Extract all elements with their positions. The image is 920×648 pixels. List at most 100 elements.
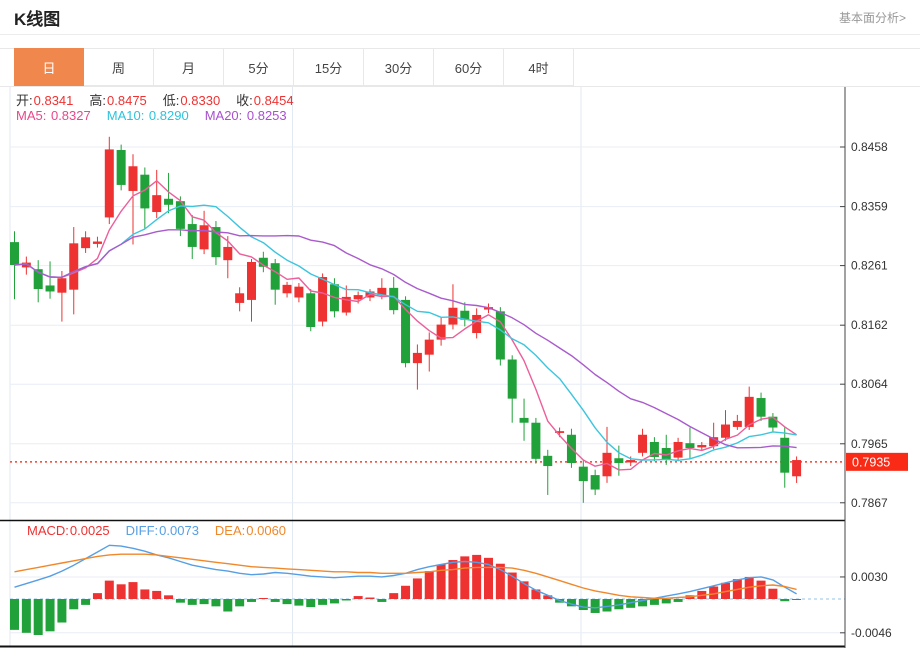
- candle-body: [495, 311, 505, 360]
- candle-body: [282, 284, 292, 294]
- candle-body: [294, 286, 304, 298]
- macd-hist-bar: [21, 599, 31, 633]
- legend-item: 开:0.8341: [16, 93, 74, 108]
- macd-hist-bar: [472, 554, 482, 599]
- candle-body: [152, 195, 162, 213]
- legend-item: MA5: 0.8327: [16, 108, 91, 123]
- candle-body: [199, 225, 209, 250]
- macd-hist-bar: [175, 599, 185, 603]
- legend-item: 高:0.8475: [89, 93, 147, 108]
- candle-body: [626, 460, 636, 463]
- candle-body: [780, 437, 790, 473]
- macd-hist-bar: [152, 590, 162, 599]
- macd-hist-bar: [566, 599, 576, 607]
- candle-body: [401, 299, 411, 364]
- macd-hist-bar: [780, 599, 790, 602]
- candle-body: [448, 307, 458, 325]
- macd-hist-bar: [211, 599, 221, 607]
- legend-item: DIFF:0.0073: [125, 523, 199, 538]
- macd-hist-bar: [10, 599, 19, 630]
- candle-body: [555, 431, 565, 433]
- candle-body: [235, 293, 245, 303]
- macd-hist-bar: [792, 599, 802, 600]
- fundamental-analysis-link[interactable]: 基本面分析>: [838, 10, 906, 25]
- macd-hist-bar: [756, 580, 766, 599]
- candle-body: [270, 263, 280, 290]
- tab-4时[interactable]: 4时: [504, 48, 574, 86]
- y-axis-label: 0.7965: [851, 437, 888, 451]
- legend-item: 收:0.8454: [236, 93, 294, 108]
- macd-hist-bar: [116, 584, 126, 599]
- candle-body: [140, 174, 150, 209]
- kline-chart[interactable]: 0.8458 0.8359 0.8261 0.8162 0.8064 0.7965 0.78…: [0, 87, 920, 648]
- ma-legend: MA5: 0.8327 MA10: 0.8290 MA20: 0.8253: [16, 108, 287, 123]
- last-price-badge: [846, 452, 908, 471]
- macd-hist-bar: [768, 588, 778, 599]
- candle-body: [341, 296, 351, 313]
- macd-hist-bar: [258, 598, 268, 599]
- candle-body: [649, 441, 659, 458]
- candle-body: [638, 434, 648, 453]
- macd-hist-bar: [45, 599, 55, 632]
- tab-日[interactable]: 日: [14, 48, 84, 86]
- macd-hist-bar: [247, 599, 256, 602]
- candle-body: [247, 261, 256, 300]
- candle-body: [673, 441, 683, 458]
- candle-body: [792, 460, 802, 477]
- macd-hist-bar: [484, 557, 493, 599]
- tab-15分[interactable]: 15分: [294, 48, 364, 86]
- ma10-line: [14, 204, 797, 461]
- candle-body: [10, 242, 19, 265]
- tabbar-bottom-border: [0, 86, 920, 87]
- candle-body: [756, 398, 766, 417]
- candle-body: [318, 277, 328, 322]
- macd-hist-bar: [578, 599, 588, 611]
- y-axis-label: 0.7867: [851, 496, 888, 510]
- candle-body: [614, 458, 624, 464]
- macd-hist-bar: [199, 599, 209, 605]
- candle-body: [377, 287, 387, 296]
- tab-周[interactable]: 周: [84, 48, 154, 86]
- candle-body: [128, 166, 138, 191]
- ma5-line: [14, 180, 797, 471]
- macd-hist-bar: [412, 578, 422, 599]
- tab-30分[interactable]: 30分: [364, 48, 434, 86]
- macd-hist-bar: [33, 599, 43, 636]
- candle-body: [507, 359, 517, 399]
- tab-60分[interactable]: 60分: [434, 48, 504, 86]
- macd-hist-bar: [294, 599, 304, 606]
- candle-body: [57, 278, 67, 293]
- macd-hist-bar: [744, 576, 754, 599]
- macd-hist-bar: [128, 582, 138, 599]
- candle-body: [81, 237, 91, 249]
- candle-body: [258, 257, 268, 267]
- candle-body: [21, 262, 31, 268]
- candle-body: [709, 437, 719, 447]
- candle-body: [661, 448, 671, 461]
- candle-body: [543, 455, 553, 467]
- page-header: K线图 基本面分析>: [0, 0, 920, 35]
- candle-body: [45, 285, 55, 292]
- page-title: K线图: [14, 9, 61, 29]
- macd-hist-bar: [507, 572, 517, 599]
- dea-line: [14, 553, 797, 599]
- candle-body: [389, 287, 399, 311]
- tab-月[interactable]: 月: [154, 48, 224, 86]
- candle-body: [590, 475, 600, 490]
- macd-hist-bar: [223, 599, 233, 612]
- macd-hist-bar: [436, 564, 446, 599]
- y-axis-label: 0.8064: [851, 377, 888, 391]
- tab-5分[interactable]: 5分: [224, 48, 294, 86]
- y-axis-label: 0.8359: [851, 200, 888, 214]
- macd-hist-bar: [92, 593, 102, 599]
- macd-axis-label: 0.0030: [851, 570, 888, 584]
- macd-hist-bar: [649, 599, 659, 605]
- candle-body: [164, 198, 174, 205]
- macd-hist-bar: [353, 596, 363, 599]
- macd-hist-bar: [495, 563, 505, 599]
- macd-hist-bar: [341, 599, 351, 601]
- macd-hist-bar: [318, 599, 328, 605]
- candle-body: [531, 422, 541, 459]
- candle-body: [306, 293, 316, 327]
